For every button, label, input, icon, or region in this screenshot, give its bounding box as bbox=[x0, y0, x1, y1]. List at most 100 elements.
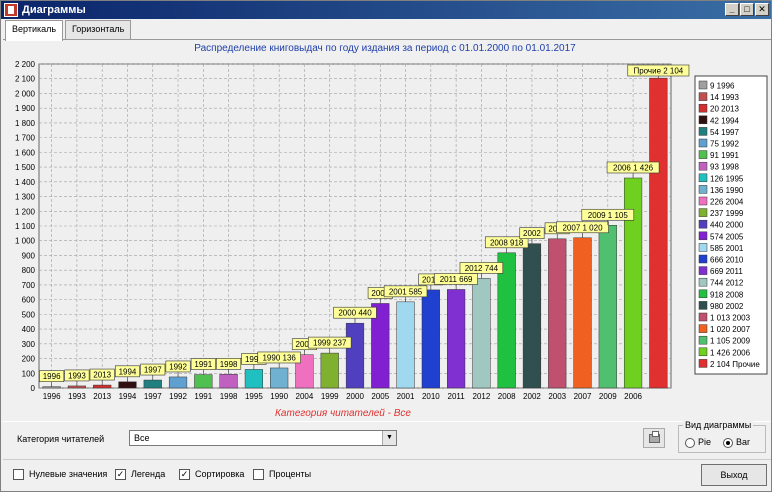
y-tick-label: 900 bbox=[22, 251, 36, 260]
zero-values-label[interactable]: Нулевые значения bbox=[29, 469, 108, 479]
data-label-box bbox=[519, 227, 545, 239]
x-tick-label: 2000 bbox=[346, 392, 364, 401]
bar bbox=[396, 301, 415, 389]
legend-checkbox[interactable]: ✓ bbox=[115, 469, 126, 480]
print-button[interactable] bbox=[643, 428, 665, 448]
percents-checkbox[interactable] bbox=[253, 469, 264, 480]
close-button[interactable]: ✕ bbox=[755, 3, 769, 16]
y-tick-label: 400 bbox=[22, 325, 36, 334]
legend-entry: 9 1996 bbox=[710, 82, 735, 91]
bar bbox=[472, 278, 491, 389]
legend-swatch bbox=[698, 277, 708, 287]
tab-horizontal[interactable]: Горизонталь bbox=[65, 20, 132, 39]
data-label: 2000 440 bbox=[338, 309, 372, 318]
y-tick-label: 1 800 bbox=[15, 119, 36, 128]
chevron-down-icon[interactable]: ▼ bbox=[382, 431, 396, 445]
title-bar[interactable]: Диаграммы _ □ ✕ bbox=[1, 1, 771, 19]
percents-label[interactable]: Проценты bbox=[269, 469, 312, 479]
legend-swatch bbox=[698, 138, 708, 148]
legend-swatch bbox=[698, 173, 708, 183]
legend-label[interactable]: Легенда bbox=[131, 469, 166, 479]
x-tick-label: 2011 bbox=[448, 392, 466, 401]
category-label: Категория читателей bbox=[17, 434, 105, 444]
pie-radio[interactable] bbox=[685, 438, 695, 448]
data-label-box bbox=[333, 306, 377, 319]
data-label-box bbox=[459, 262, 504, 274]
legend-entry: 1 426 2006 bbox=[710, 348, 751, 357]
bar-radio-label[interactable]: Bar bbox=[736, 437, 751, 447]
data-label: 1994 bbox=[119, 367, 137, 376]
legend-swatch bbox=[698, 185, 708, 194]
data-label-box bbox=[556, 221, 609, 234]
data-label-box bbox=[89, 368, 115, 381]
legend-swatch bbox=[698, 127, 708, 136]
legend-swatch bbox=[698, 266, 708, 275]
data-label: 1996 bbox=[43, 372, 61, 381]
data-label: 2001 585 bbox=[389, 287, 423, 296]
bar bbox=[194, 374, 213, 389]
bar bbox=[270, 367, 289, 389]
x-tick-label: 1999 bbox=[321, 392, 339, 401]
legend-swatch bbox=[698, 80, 708, 90]
x-tick-label: 2002 bbox=[523, 392, 541, 401]
data-label: 2009 1 105 bbox=[588, 211, 629, 220]
pie-radio-label[interactable]: Pie bbox=[698, 437, 712, 447]
data-label-box bbox=[581, 208, 635, 221]
zero-values-checkbox[interactable] bbox=[13, 469, 24, 480]
data-label-box bbox=[627, 64, 690, 77]
y-tick-label: 700 bbox=[22, 281, 36, 290]
x-tick-label: 2003 bbox=[548, 392, 566, 401]
legend-entry: 93 1998 bbox=[710, 163, 739, 172]
exit-button[interactable]: Выход bbox=[701, 464, 767, 486]
legend-entry: 91 1991 bbox=[710, 151, 739, 160]
x-tick-label: 1992 bbox=[169, 392, 187, 401]
tab-vertical[interactable]: Вертикаль bbox=[5, 20, 64, 41]
x-tick-label: 1998 bbox=[220, 392, 238, 401]
legend-swatch bbox=[698, 219, 708, 229]
legend-entry: 1 020 2007 bbox=[710, 325, 751, 334]
y-tick-label: 200 bbox=[22, 355, 36, 364]
maximize-button[interactable]: □ bbox=[740, 3, 754, 16]
x-tick-label: 2013 bbox=[93, 392, 111, 401]
legend-entry: 585 2001 bbox=[710, 244, 744, 253]
minimize-button[interactable]: _ bbox=[725, 3, 739, 16]
bar-radio[interactable] bbox=[723, 438, 733, 448]
bar bbox=[67, 385, 87, 389]
app-icon bbox=[4, 3, 18, 17]
bar bbox=[573, 237, 592, 389]
data-label: 2005 bbox=[371, 289, 389, 298]
data-label: 2012 744 bbox=[465, 264, 499, 273]
legend-entry: 1 013 2003 bbox=[710, 314, 751, 323]
data-label-box bbox=[257, 351, 301, 364]
legend-entry: 918 2008 bbox=[710, 290, 744, 299]
x-tick-label: 2005 bbox=[371, 392, 389, 401]
legend-swatch bbox=[698, 301, 708, 310]
y-tick-label: 300 bbox=[22, 340, 36, 349]
data-label-box bbox=[39, 370, 65, 382]
x-tick-label: 2008 bbox=[498, 392, 516, 401]
legend-swatch bbox=[698, 359, 708, 368]
category-select[interactable]: Все ▼ bbox=[129, 430, 397, 446]
options-panel: Нулевые значения ✓ Легенда ✓ Сортировка … bbox=[3, 459, 771, 491]
legend-swatch bbox=[698, 196, 708, 206]
legend-swatch bbox=[698, 231, 708, 241]
chart-title: Распределение книговыдач по году издания… bbox=[194, 43, 576, 54]
x-tick-label: 2001 bbox=[397, 392, 415, 401]
data-label-box bbox=[383, 285, 428, 298]
sorting-label[interactable]: Сортировка bbox=[195, 469, 245, 479]
legend-entry: 75 1992 bbox=[710, 140, 739, 149]
x-tick-label: 2007 bbox=[574, 392, 592, 401]
legend-entry: 136 1990 bbox=[710, 186, 744, 195]
bar bbox=[421, 289, 440, 389]
legend-swatch bbox=[698, 347, 708, 357]
legend-entry: 126 1995 bbox=[710, 174, 744, 183]
x-tick-label: 1993 bbox=[68, 392, 86, 401]
data-label: 1998 bbox=[220, 360, 238, 369]
y-tick-label: 1 400 bbox=[15, 178, 36, 187]
sorting-checkbox[interactable]: ✓ bbox=[179, 469, 190, 480]
bar bbox=[649, 77, 668, 389]
legend-entry: 42 1994 bbox=[710, 116, 739, 125]
x-tick-label: 2009 bbox=[599, 392, 617, 401]
y-tick-label: 1 200 bbox=[15, 207, 36, 216]
